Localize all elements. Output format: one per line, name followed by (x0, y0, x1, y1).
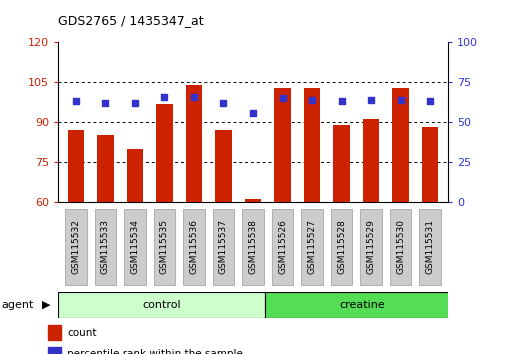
Point (189, 94, 197, 99)
Point (101, 100, 109, 106)
Bar (421, 127, 437, 202)
Point (396, 97, 404, 103)
Point (308, 97, 316, 103)
Text: GSM115534: GSM115534 (130, 219, 139, 274)
Bar (264, 292, 459, 318)
Bar (274, 88, 290, 202)
Point (131, 100, 139, 106)
FancyBboxPatch shape (301, 209, 322, 285)
Bar (48, 325, 61, 340)
Bar (58, 292, 264, 318)
Text: GDS2765 / 1435347_at: GDS2765 / 1435347_at (58, 14, 204, 27)
Bar (304, 88, 320, 202)
Text: percentile rank within the sample: percentile rank within the sample (67, 349, 243, 354)
Bar (68, 130, 84, 202)
Text: GSM115537: GSM115537 (219, 219, 228, 274)
Point (366, 97, 374, 103)
Text: GSM115533: GSM115533 (100, 219, 110, 274)
Text: GSM115529: GSM115529 (366, 219, 375, 274)
Point (337, 98, 345, 104)
Text: GSM115535: GSM115535 (160, 219, 169, 274)
FancyBboxPatch shape (213, 209, 234, 285)
Point (72, 98, 80, 104)
Point (425, 98, 433, 104)
Point (160, 94, 168, 99)
Text: control: control (142, 300, 180, 310)
Text: count: count (67, 328, 97, 338)
FancyBboxPatch shape (124, 209, 145, 285)
Bar (215, 130, 231, 202)
Point (248, 110, 257, 115)
FancyBboxPatch shape (183, 209, 204, 285)
FancyBboxPatch shape (154, 209, 175, 285)
Text: GSM115530: GSM115530 (395, 219, 405, 274)
FancyBboxPatch shape (65, 209, 86, 285)
Bar (362, 120, 378, 202)
Point (219, 100, 227, 106)
Text: creatine: creatine (339, 300, 384, 310)
FancyBboxPatch shape (94, 209, 116, 285)
Text: GSM115532: GSM115532 (71, 219, 80, 274)
FancyBboxPatch shape (389, 209, 411, 285)
FancyBboxPatch shape (271, 209, 292, 285)
Bar (244, 199, 261, 202)
Text: GSM115531: GSM115531 (425, 219, 434, 274)
Text: GSM115538: GSM115538 (248, 219, 257, 274)
FancyBboxPatch shape (330, 209, 351, 285)
Bar (97, 135, 113, 202)
Point (278, 96, 286, 101)
Text: GSM115527: GSM115527 (307, 219, 316, 274)
Bar (48, 347, 61, 354)
Bar (156, 104, 172, 202)
Text: GSM115526: GSM115526 (277, 219, 286, 274)
FancyBboxPatch shape (360, 209, 381, 285)
FancyBboxPatch shape (242, 209, 263, 285)
Bar (127, 149, 143, 202)
FancyBboxPatch shape (419, 209, 440, 285)
Text: GSM115536: GSM115536 (189, 219, 198, 274)
Text: GSM115528: GSM115528 (336, 219, 345, 274)
Bar (333, 125, 349, 202)
Text: agent: agent (2, 300, 34, 310)
Bar (185, 85, 201, 202)
Bar (392, 88, 408, 202)
Text: ▶: ▶ (41, 300, 50, 310)
